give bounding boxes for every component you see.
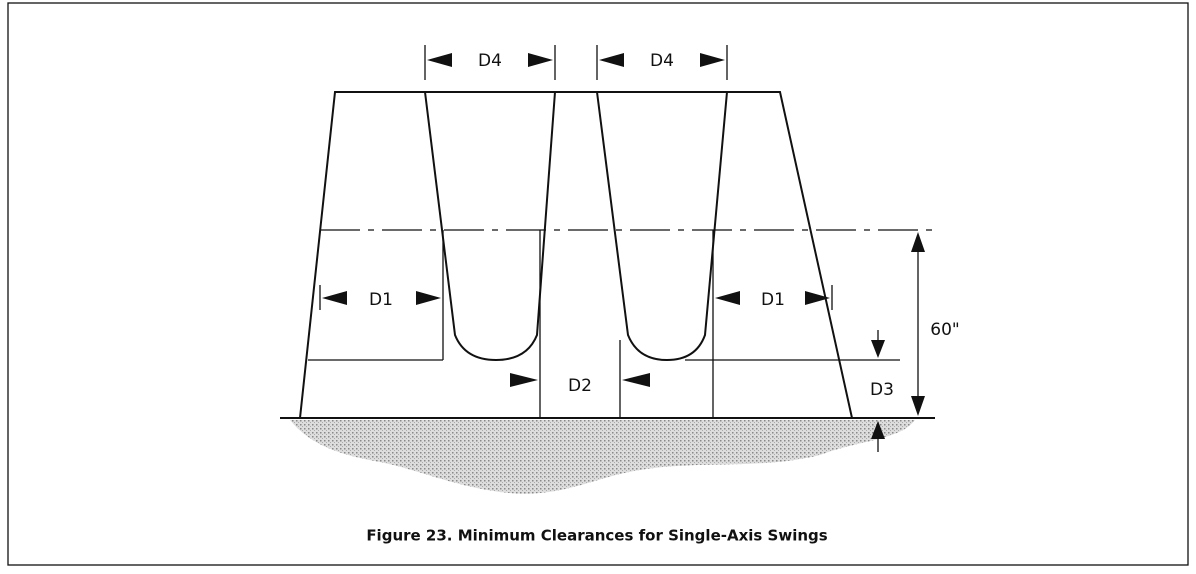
dimension-label: D1	[761, 290, 785, 310]
dimension-label: 60"	[930, 320, 959, 340]
dimension-label: D4	[650, 51, 674, 71]
frame-border	[7, 2, 1189, 566]
dimension-lines	[877, 240, 919, 452]
dimension-label: D3	[870, 380, 894, 400]
extension-lines	[308, 45, 900, 418]
dimension-label: D4	[478, 51, 502, 71]
dimension-label: D2	[568, 376, 592, 396]
dimension-label: D1	[369, 290, 393, 310]
swing-frame	[299, 91, 853, 419]
arrowheads	[322, 53, 925, 439]
swing-left	[424, 91, 556, 362]
figure-caption: Figure 23. Minimum Clearances for Single…	[366, 527, 827, 545]
ground	[290, 420, 915, 494]
swing-right	[596, 91, 728, 362]
